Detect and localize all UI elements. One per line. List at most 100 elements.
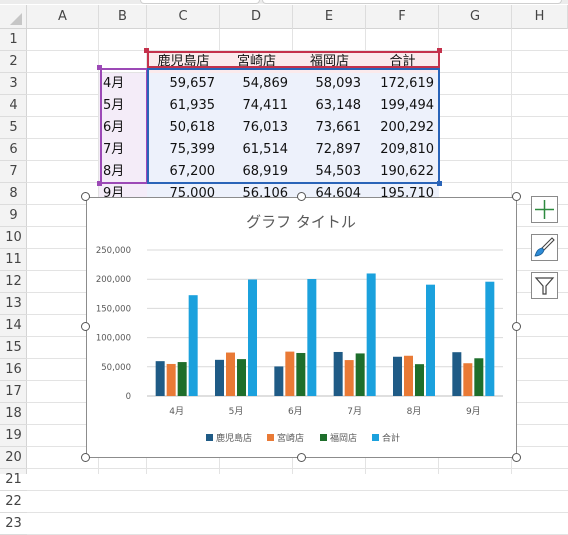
bar-宮崎店 — [463, 363, 473, 396]
y-tick-label: 200,000 — [96, 275, 131, 285]
row-header[interactable]: 20 — [0, 447, 27, 469]
legend-label: 合計 — [382, 432, 400, 444]
row-header[interactable]: 23 — [0, 513, 27, 535]
bar-福岡店 — [296, 352, 306, 396]
legend-label: 福岡店 — [330, 432, 357, 444]
value-cell[interactable]: 54,503 — [293, 161, 366, 183]
value-cell[interactable]: 67,200 — [147, 161, 220, 183]
chart-resize-handle[interactable] — [512, 192, 521, 201]
range-handle[interactable] — [437, 181, 442, 186]
value-cell[interactable]: 50,618 — [147, 117, 220, 139]
value-cell[interactable]: 61,514 — [220, 139, 293, 161]
select-all-corner[interactable] — [0, 5, 27, 29]
row-header[interactable]: 2 — [0, 51, 27, 73]
chart-resize-handle[interactable] — [81, 453, 90, 462]
legend-swatch — [320, 434, 327, 441]
chart-elements-button[interactable] — [531, 196, 558, 223]
row-header[interactable]: 6 — [0, 139, 27, 161]
workbook-tab-2[interactable] — [262, 0, 562, 4]
row-header[interactable]: 12 — [0, 271, 27, 293]
category-range-outline — [100, 68, 148, 184]
row-header[interactable]: 19 — [0, 425, 27, 447]
column-header[interactable]: H — [512, 5, 568, 29]
range-handle[interactable] — [144, 48, 149, 53]
column-header[interactable]: E — [293, 5, 366, 29]
column-header[interactable]: A — [27, 5, 99, 29]
x-tick-label: 8月 — [407, 406, 422, 417]
row-header[interactable]: 13 — [0, 293, 27, 315]
value-cell[interactable]: 54,869 — [220, 73, 293, 95]
value-cell[interactable]: 68,919 — [220, 161, 293, 183]
y-tick-label: 100,000 — [96, 334, 131, 344]
category-cell[interactable]: 5月 — [99, 95, 147, 117]
value-cell[interactable]: 76,013 — [220, 117, 293, 139]
value-cell[interactable]: 172,619 — [366, 73, 439, 95]
range-handle[interactable] — [97, 65, 102, 70]
chart-resize-handle[interactable] — [81, 192, 90, 201]
row-header[interactable]: 10 — [0, 227, 27, 249]
value-cell[interactable]: 72,897 — [293, 139, 366, 161]
grid-line — [27, 50, 568, 51]
row-header[interactable]: 18 — [0, 403, 27, 425]
chart-resize-handle[interactable] — [512, 453, 521, 462]
row-header[interactable]: 16 — [0, 359, 27, 381]
value-cell[interactable]: 200,292 — [366, 117, 439, 139]
grid-line — [27, 468, 568, 469]
column-header[interactable]: F — [366, 5, 439, 29]
grid-line — [27, 512, 568, 513]
column-header[interactable]: B — [99, 5, 147, 29]
value-cell[interactable]: 63,148 — [293, 95, 366, 117]
row-header[interactable]: 11 — [0, 249, 27, 271]
value-cell[interactable]: 73,661 — [293, 117, 366, 139]
bar-福岡店 — [415, 364, 424, 396]
bar-宮崎店 — [166, 363, 176, 396]
chart-resize-handle[interactable] — [512, 322, 521, 331]
chart-resize-handle[interactable] — [297, 192, 306, 201]
chart-styles-button[interactable] — [531, 234, 558, 261]
category-cell[interactable]: 4月 — [99, 73, 147, 95]
row-header[interactable]: 17 — [0, 381, 27, 403]
x-tick-label: 7月 — [347, 406, 362, 417]
category-cell[interactable]: 8月 — [99, 161, 147, 183]
value-cell[interactable]: 209,810 — [366, 139, 439, 161]
row-header[interactable]: 7 — [0, 161, 27, 183]
filter-icon — [534, 277, 555, 295]
chart-resize-handle[interactable] — [297, 453, 306, 462]
series-name-range-outline — [147, 51, 440, 68]
row-header[interactable]: 15 — [0, 337, 27, 359]
row-header[interactable]: 5 — [0, 117, 27, 139]
category-cell[interactable]: 7月 — [99, 139, 147, 161]
value-cell[interactable]: 75,399 — [147, 139, 220, 161]
value-cell[interactable]: 190,622 — [366, 161, 439, 183]
row-header[interactable]: 21 — [0, 469, 27, 491]
column-header[interactable]: C — [147, 5, 220, 29]
row-header[interactable]: 3 — [0, 73, 27, 95]
bar-合計 — [188, 295, 198, 396]
row-header[interactable]: 22 — [0, 491, 27, 513]
chart-resize-handle[interactable] — [81, 322, 90, 331]
bar-福岡店 — [355, 353, 365, 396]
legend-swatch — [267, 434, 274, 441]
chart-title: グラフ タイトル — [246, 213, 356, 231]
row-header[interactable]: 14 — [0, 315, 27, 337]
column-header[interactable]: G — [439, 5, 512, 29]
row-header[interactable]: 4 — [0, 95, 27, 117]
row-header[interactable]: 9 — [0, 205, 27, 227]
value-cell[interactable]: 199,494 — [366, 95, 439, 117]
bar-合計 — [248, 279, 257, 396]
workbook-tab[interactable] — [140, 0, 260, 4]
chart-filters-button[interactable] — [531, 272, 558, 299]
y-tick-label: 150,000 — [96, 304, 131, 314]
value-cell[interactable]: 74,411 — [220, 95, 293, 117]
value-cell[interactable]: 61,935 — [147, 95, 220, 117]
row-header[interactable]: 1 — [0, 29, 27, 51]
range-handle[interactable] — [437, 48, 442, 53]
column-header[interactable]: D — [220, 5, 293, 29]
category-cell[interactable]: 6月 — [99, 117, 147, 139]
embedded-chart[interactable]: グラフ タイトル 0 50,000 100,000 150,000 200,000 250,… — [86, 197, 517, 458]
y-tick-label: 50,000 — [101, 363, 131, 373]
value-cell[interactable]: 59,657 — [147, 73, 220, 95]
range-handle[interactable] — [97, 181, 102, 186]
row-header[interactable]: 8 — [0, 183, 27, 205]
value-cell[interactable]: 58,093 — [293, 73, 366, 95]
